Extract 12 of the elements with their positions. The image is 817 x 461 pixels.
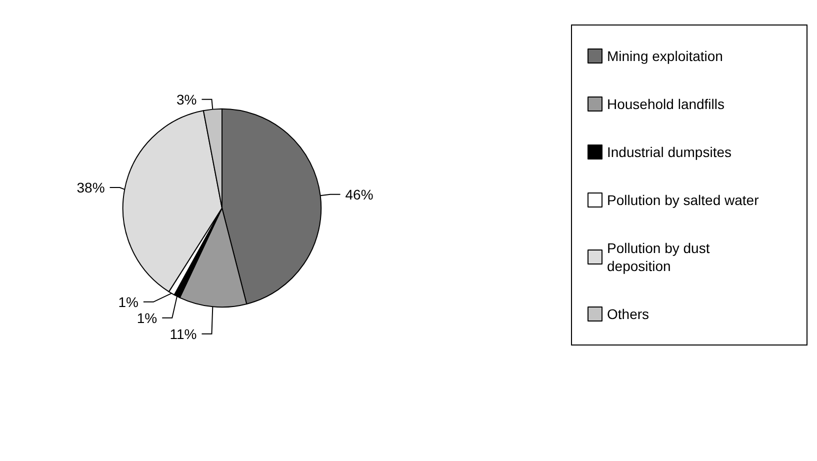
data-label: 3% — [176, 91, 197, 108]
data-label: 1% — [118, 294, 138, 310]
legend-label: Industrial dumpsites — [607, 144, 732, 160]
legend-label: Pollution by dust deposition — [607, 240, 714, 274]
legend-label: Mining exploitation — [607, 48, 723, 64]
legend-label: Others — [607, 306, 650, 322]
legend-label: Household landfills — [607, 96, 725, 112]
data-label: 1% — [136, 310, 158, 326]
data-label: 46% — [345, 186, 374, 202]
legend-label: Pollution by salted water — [607, 192, 760, 208]
data-label: 38% — [76, 180, 105, 196]
data-label: 11% — [170, 326, 197, 342]
